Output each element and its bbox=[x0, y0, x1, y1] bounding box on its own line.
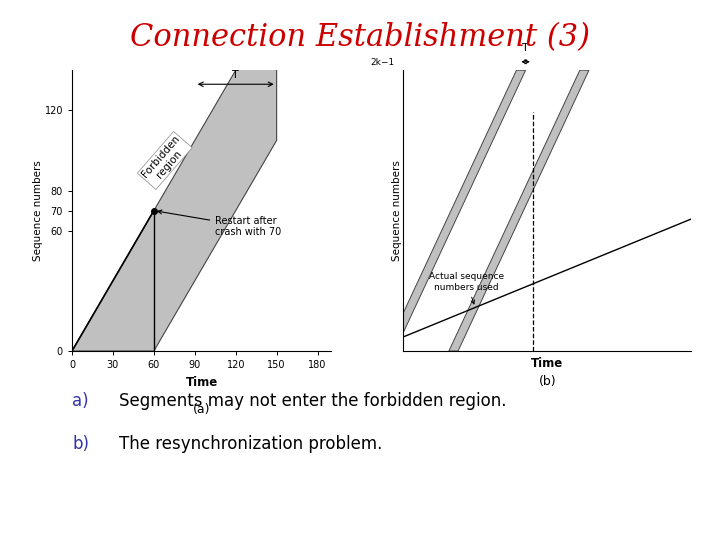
Text: The resynchronization problem.: The resynchronization problem. bbox=[119, 435, 382, 453]
Text: Forbidden
region: Forbidden region bbox=[140, 134, 190, 187]
X-axis label: Time: Time bbox=[186, 376, 217, 389]
Text: T: T bbox=[522, 43, 529, 53]
Text: Connection Establishment (3): Connection Establishment (3) bbox=[130, 22, 590, 52]
Text: Segments may not enter the forbidden region.: Segments may not enter the forbidden reg… bbox=[119, 392, 506, 409]
X-axis label: Time: Time bbox=[531, 356, 563, 369]
Polygon shape bbox=[403, 70, 526, 333]
Text: (b): (b) bbox=[539, 375, 556, 388]
Y-axis label: Sequence numbers: Sequence numbers bbox=[33, 160, 43, 261]
Text: 2k−1: 2k−1 bbox=[370, 58, 395, 68]
Polygon shape bbox=[449, 70, 589, 351]
Y-axis label: Sequence numbers: Sequence numbers bbox=[392, 160, 402, 261]
Text: a): a) bbox=[72, 392, 89, 409]
Text: Actual sequence
numbers used: Actual sequence numbers used bbox=[429, 272, 504, 304]
Polygon shape bbox=[72, 0, 276, 351]
Text: Restart after
crash with 70: Restart after crash with 70 bbox=[158, 210, 282, 238]
Text: (a): (a) bbox=[193, 403, 210, 416]
Text: b): b) bbox=[72, 435, 89, 453]
Text: T: T bbox=[233, 70, 239, 80]
